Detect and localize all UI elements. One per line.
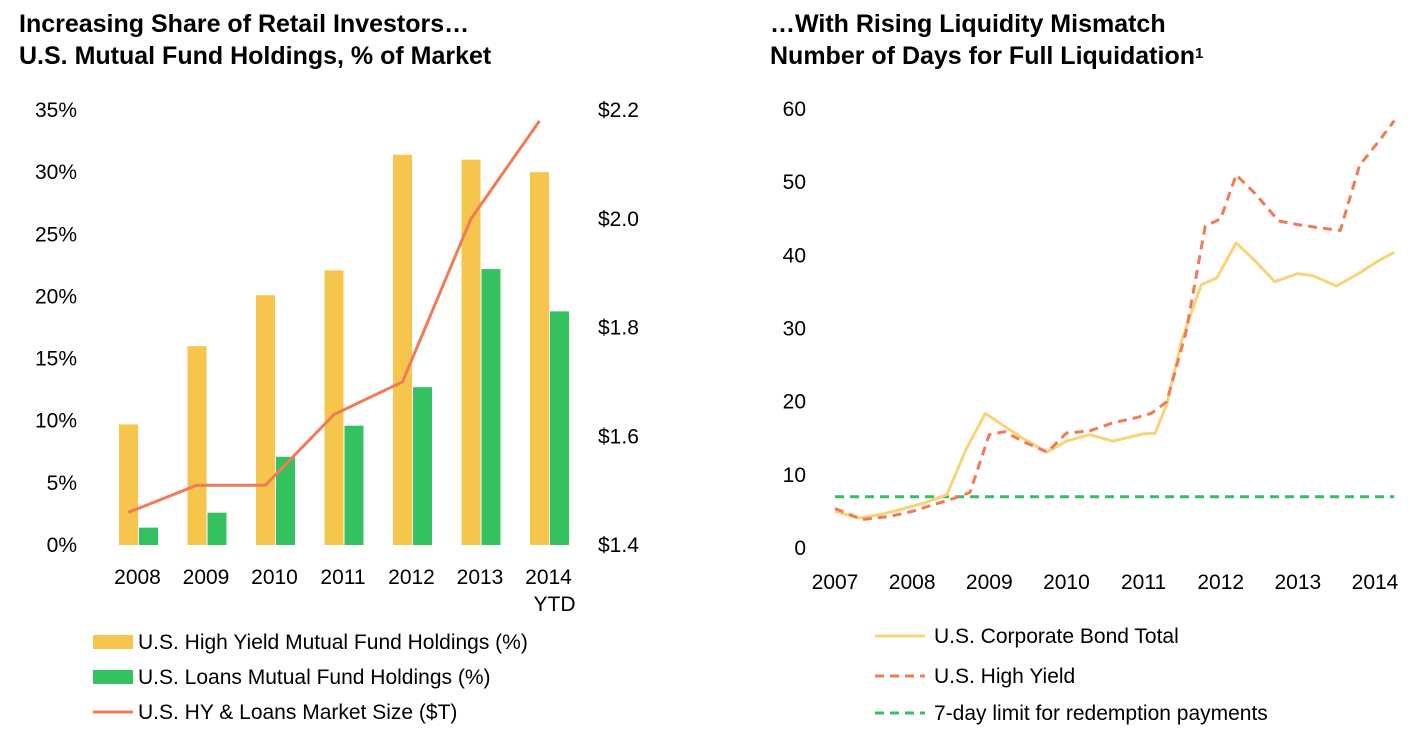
left-chart-title-block: Increasing Share of Retail Investors… U.… — [19, 8, 491, 72]
right-axis-tick-label: $1.4 — [598, 534, 639, 557]
legend-swatch-hy — [93, 635, 133, 649]
x-axis-tick-label: 2013 — [1274, 571, 1321, 594]
hy-holdings-bar — [461, 159, 481, 545]
legend-label-hy: U.S. High Yield Mutual Fund Holdings (%) — [138, 631, 528, 654]
legend-label-high-yield: U.S. High Yield — [934, 665, 1075, 688]
right-axis-tick-label: $2.2 — [598, 99, 639, 122]
hy-holdings-bar — [256, 295, 275, 545]
corporate-bond-total-line — [834, 241, 1395, 520]
left-chart-title: Increasing Share of Retail Investors… — [19, 10, 470, 38]
y-axis-tick-label: 0 — [794, 537, 806, 560]
right-chart: 0 10 20 30 40 50 60 2007 2008 2009 2010 2011 2012 201… — [783, 98, 1399, 725]
high-yield-line — [834, 119, 1396, 521]
loans-holdings-bar — [207, 512, 227, 545]
loans-holdings-bar — [276, 456, 295, 545]
left-axis-tick-label: 30% — [35, 161, 77, 184]
legend-label-loans: U.S. Loans Mutual Fund Holdings (%) — [138, 666, 491, 689]
y-axis-tick-label: 50 — [783, 171, 806, 194]
category-label: 2008 — [114, 566, 161, 589]
left-axis-tick-label: 35% — [35, 99, 77, 122]
x-axis-tick-label: 2007 — [812, 571, 859, 594]
footnote-marker: 1 — [1195, 45, 1204, 62]
hy-holdings-bar — [530, 172, 549, 545]
right-chart-title: …With Rising Liquidity Mismatch — [770, 10, 1166, 38]
category-label: 2009 — [183, 566, 230, 589]
x-axis-tick-label: 2009 — [966, 571, 1013, 594]
x-axis-tick-label: 2011 — [1121, 571, 1166, 594]
legend-swatch-loans — [93, 670, 133, 684]
y-axis-tick-label: 30 — [783, 318, 806, 341]
hy-holdings-bar — [119, 424, 138, 545]
legend-label-corporate: U.S. Corporate Bond Total — [934, 625, 1179, 648]
category-sublabel: YTD — [534, 593, 576, 616]
loans-holdings-bar — [481, 269, 501, 545]
x-axis-tick-label: 2008 — [889, 571, 936, 594]
left-axis-tick-label: 25% — [35, 223, 77, 246]
y-axis-tick-label: 40 — [783, 244, 806, 267]
left-axis-tick-label: 0% — [47, 534, 77, 557]
loans-holdings-bar — [413, 387, 432, 545]
left-axis-tick-label: 5% — [47, 472, 77, 495]
right-axis-tick-label: $1.6 — [598, 425, 639, 448]
y-axis-tick-label: 20 — [783, 391, 806, 414]
market-size-line — [127, 120, 541, 514]
x-axis-tick-label: 2010 — [1043, 571, 1090, 594]
right-chart-title-block: …With Rising Liquidity Mismatch Number o… — [770, 8, 1203, 72]
y-axis-tick-label: 60 — [783, 98, 806, 121]
hy-holdings-bar — [393, 154, 412, 545]
category-label: 2014 — [525, 566, 572, 589]
category-label: 2011 — [320, 566, 365, 589]
left-axis-tick-label: 20% — [35, 285, 77, 308]
loans-holdings-bar — [139, 527, 158, 545]
hy-holdings-bar — [187, 346, 207, 545]
left-chart-subtitle: U.S. Mutual Fund Holdings, % of Market — [19, 42, 492, 70]
right-chart-subtitle: Number of Days for Full Liquidation — [770, 42, 1195, 70]
left-chart: 0% 5% 10% 15% 20% 25% 30% 35% $1.4 $1.6 $1.8 $2.0 $2… — [35, 99, 639, 724]
loans-holdings-bar — [550, 311, 569, 545]
right-chart-subtitle-line: Number of Days for Full Liquidation1 — [770, 40, 1203, 72]
left-axis-tick-label: 15% — [35, 348, 77, 371]
legend-label-limit: 7-day limit for redemption payments — [934, 702, 1268, 725]
left-axis-tick-label: 10% — [35, 410, 77, 433]
right-axis-tick-label: $1.8 — [598, 317, 639, 340]
category-label: 2012 — [388, 566, 435, 589]
x-axis-tick-label: 2012 — [1197, 571, 1244, 594]
y-axis-tick-label: 10 — [783, 464, 806, 487]
right-axis-tick-label: $2.0 — [598, 208, 639, 231]
x-axis-tick-label: 2014 — [1352, 571, 1399, 594]
category-label: 2013 — [457, 566, 504, 589]
legend-label-market: U.S. HY & Loans Market Size ($T) — [138, 701, 457, 724]
hy-holdings-bar — [324, 270, 344, 545]
category-label: 2010 — [251, 566, 298, 589]
loans-holdings-bar — [344, 425, 364, 545]
